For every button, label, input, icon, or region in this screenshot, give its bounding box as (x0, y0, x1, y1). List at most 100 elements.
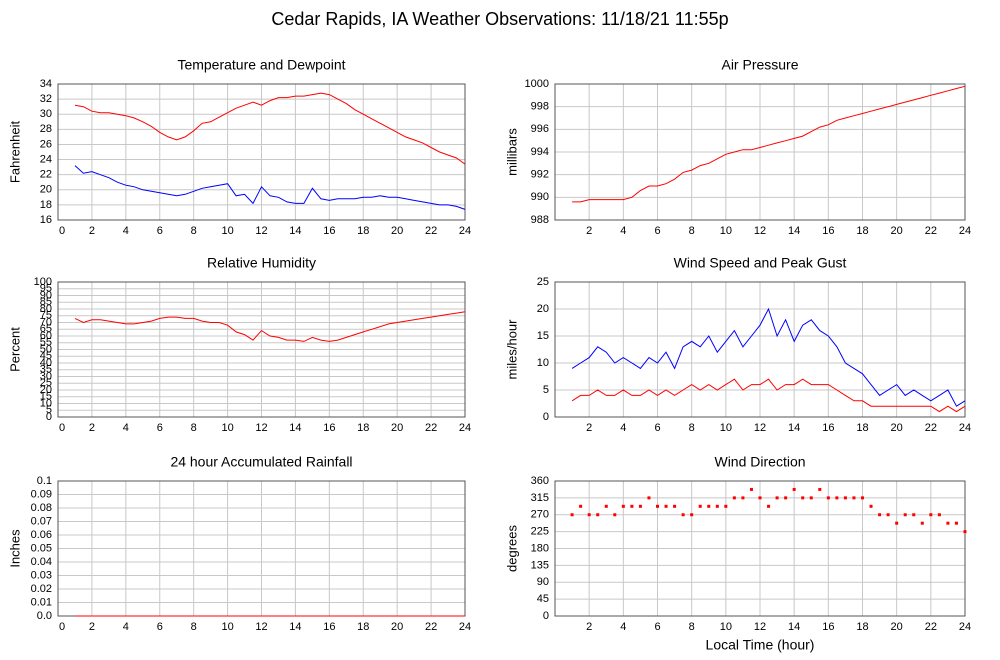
y-tick-label: 80 (40, 303, 52, 315)
data-point (664, 504, 668, 508)
x-tick-label: 10 (221, 225, 233, 237)
data-point (861, 496, 864, 500)
x-tick-label: 10 (720, 225, 732, 237)
y-tick-label: 0.04 (31, 556, 52, 568)
y-tick-label: 135 (531, 559, 549, 571)
data-point (656, 504, 659, 508)
x-tick-label: 14 (788, 621, 800, 633)
data-point (835, 496, 839, 500)
x-tick-label: 22 (925, 422, 937, 434)
x-tick-label: 8 (191, 225, 197, 237)
y-tick-label: 0.02 (31, 583, 52, 595)
y-tick-label: 0.08 (31, 502, 52, 514)
data-point (963, 530, 967, 534)
x-tick-label: 16 (822, 422, 834, 434)
x-tick-label: 10 (221, 422, 233, 434)
plot-border (57, 83, 466, 221)
data-point (912, 513, 916, 517)
y-axis-label: miles/hour (504, 319, 519, 380)
y-tick-label: 70 (40, 316, 52, 328)
y-tick-label: 15 (537, 330, 549, 342)
x-tick-label: 22 (425, 621, 437, 633)
y-tick-label: 0 (543, 411, 549, 423)
y-tick-label: 990 (531, 191, 549, 203)
y-tick-label: 0 (46, 411, 52, 423)
data-point (878, 513, 882, 517)
y-tick-label: 10 (537, 357, 549, 369)
x-tick-label: 16 (822, 621, 834, 633)
y-tick-label: 270 (531, 509, 549, 521)
y-tick-label: 25 (40, 377, 52, 389)
x-tick-label: 20 (391, 422, 403, 434)
x-tick-label: 8 (689, 225, 695, 237)
data-point (707, 504, 711, 508)
x-tick-label: 12 (255, 225, 267, 237)
y-tick-label: 225 (531, 526, 549, 538)
y-tick-label: 0 (543, 610, 549, 622)
data-point (587, 513, 591, 517)
data-point (767, 504, 771, 508)
x-tick-label: 12 (255, 621, 267, 633)
x-tick-label: 6 (654, 621, 660, 633)
y-tick-label: 25 (537, 276, 549, 288)
y-tick-label: 34 (40, 78, 52, 90)
plot-border (554, 83, 966, 221)
x-tick-label: 24 (959, 225, 971, 237)
data-point (715, 504, 719, 508)
chart-title: 24 hour Accumulated Rainfall (170, 454, 352, 470)
y-axis-label: Fahrenheit (7, 121, 22, 184)
data-point (570, 513, 574, 517)
x-tick-label: 4 (123, 621, 129, 633)
y-tick-label: 20 (40, 384, 52, 396)
x-tick-label: 2 (586, 621, 592, 633)
data-point (792, 487, 796, 491)
x-tick-label: 18 (357, 422, 369, 434)
y-tick-label: 20 (537, 303, 549, 315)
data-line (572, 85, 966, 203)
x-tick-label: 2 (89, 422, 95, 434)
data-line (74, 92, 466, 165)
data-point (596, 513, 600, 517)
y-tick-label: 0.09 (31, 488, 52, 500)
y-tick-label: 994 (531, 146, 549, 158)
data-point (638, 504, 642, 508)
x-tick-label: 16 (822, 225, 834, 237)
data-point (852, 496, 856, 500)
y-tick-label: 40 (40, 357, 52, 369)
data-line (74, 311, 466, 342)
x-tick-label: 8 (191, 621, 197, 633)
data-point (613, 513, 617, 517)
x-tick-label: 22 (925, 621, 937, 633)
x-tick-label: 20 (391, 225, 403, 237)
x-tick-label: 18 (856, 225, 868, 237)
y-tick-label: 992 (531, 169, 549, 181)
x-tick-label: 6 (157, 621, 163, 633)
x-tick-label: 14 (289, 621, 301, 633)
y-tick-label: 180 (531, 542, 549, 554)
data-line (571, 307, 966, 407)
y-tick-label: 0.0 (37, 610, 52, 622)
data-point (937, 513, 941, 517)
y-tick-label: 60 (40, 330, 52, 342)
y-tick-label: 998 (531, 101, 549, 113)
y-axis-label: degrees (504, 525, 519, 572)
page-title: Cedar Rapids, IA Weather Observations: 1… (271, 9, 728, 29)
x-tick-label: 14 (788, 422, 800, 434)
x-tick-label: 22 (925, 225, 937, 237)
x-tick-label: 20 (391, 621, 403, 633)
y-tick-label: 75 (40, 310, 52, 322)
x-tick-label: 16 (323, 225, 335, 237)
x-tick-label: 4 (620, 225, 626, 237)
chart-title: Wind Speed and Peak Gust (674, 255, 847, 271)
y-axis-label: millibars (504, 128, 519, 176)
data-point (630, 504, 634, 508)
x-tick-label: 16 (323, 422, 335, 434)
y-tick-label: 30 (40, 108, 52, 120)
x-tick-label: 2 (89, 225, 95, 237)
y-tick-label: 32 (40, 93, 52, 105)
x-tick-label: 10 (221, 621, 233, 633)
x-tick-label: 18 (856, 621, 868, 633)
data-point (698, 504, 702, 508)
x-tick-label: 24 (459, 225, 471, 237)
x-tick-label: 4 (123, 225, 129, 237)
